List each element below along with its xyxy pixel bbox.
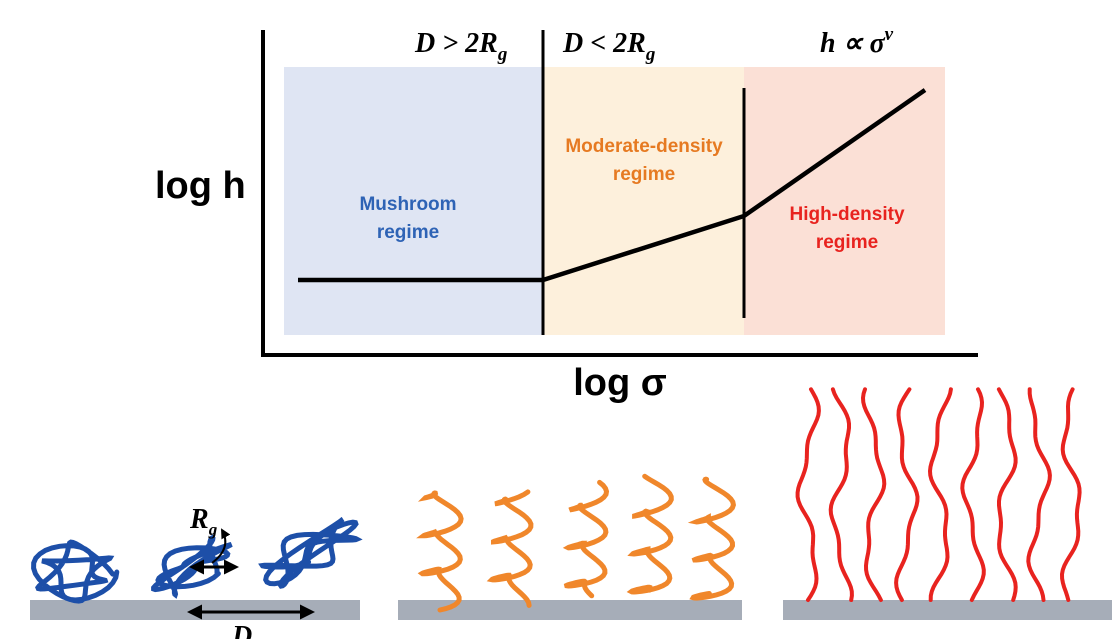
header-text: D < 2R [562, 28, 646, 59]
polymer-chain [492, 492, 531, 606]
regime-label: Mushroom [359, 194, 456, 215]
polymer-chain [930, 389, 951, 600]
substrate [398, 600, 742, 620]
law-text: h ∝ σ [820, 28, 886, 59]
polymer-chain [1028, 389, 1050, 600]
figure: D > 2Rg D < 2Rg h ∝ σν log h log σ Mushr… [0, 0, 1117, 639]
polymer-chain [999, 389, 1016, 600]
d-label: D [231, 621, 252, 639]
polymer-chain [863, 389, 884, 600]
polymer-chain [1062, 389, 1080, 600]
header-sub: g [497, 44, 508, 65]
regime-label: High-density [789, 204, 904, 225]
rg-text: R [189, 504, 209, 535]
polymer-chain [34, 542, 117, 601]
polymer-chain [567, 482, 607, 595]
scaling-law: h ∝ σν [820, 24, 894, 59]
polymer-chain [962, 389, 984, 600]
regime-label: regime [613, 164, 675, 185]
polymer-chain [831, 389, 852, 600]
chains [34, 389, 1080, 610]
high-region [744, 67, 945, 335]
regime-label: Moderate-density [565, 136, 723, 157]
header-sub: g [645, 44, 656, 65]
regime-label: regime [816, 232, 878, 253]
polymer-chain [631, 476, 671, 592]
header-text: D > 2R [414, 28, 498, 59]
polymer-chain [693, 479, 733, 598]
moderate-region [543, 67, 744, 335]
rg-sub: g [208, 520, 218, 539]
header-right: D < 2Rg [562, 28, 655, 65]
law-sup: ν [885, 24, 894, 45]
polymer-chain [798, 389, 819, 600]
regime-label: regime [377, 222, 439, 243]
header-left: D > 2Rg [414, 28, 507, 65]
polymer-chain [262, 519, 357, 586]
polymer-chain [422, 493, 461, 610]
x-axis-label: log σ [573, 362, 667, 404]
polymer-chain [896, 389, 917, 600]
rg-label: Rg [189, 504, 218, 539]
substrate [783, 600, 1112, 620]
y-axis-label: log h [155, 165, 246, 207]
